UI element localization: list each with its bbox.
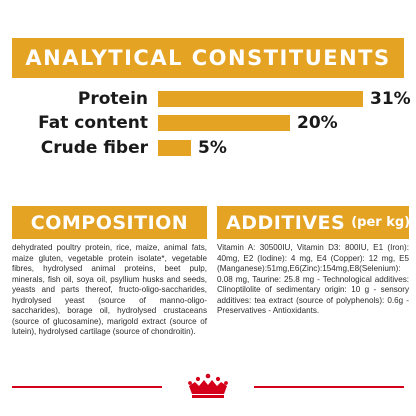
additives-text: Vitamin A: 30500IU, Vitamin D3: 800IU, E… — [217, 243, 409, 315]
constituent-label: Fat content — [38, 113, 148, 133]
analytical-constituents-title: ANALYTICAL CONSTITUENTS — [25, 46, 391, 70]
composition-title: COMPOSITION — [30, 211, 189, 234]
additives-unit: (per kg) — [351, 215, 411, 230]
constituent-bar — [158, 91, 363, 107]
constituent-value: 5% — [198, 138, 227, 158]
footer-divider-left — [12, 386, 162, 388]
constituent-label: Protein — [77, 89, 148, 109]
royal-canin-crown-icon — [183, 372, 233, 400]
constituent-row-crude-fiber: Crude fiber 5% — [0, 135, 416, 161]
constituent-label: Crude fiber — [40, 138, 148, 158]
constituent-bar — [158, 140, 191, 156]
constituent-row-fat-content: Fat content 20% — [0, 110, 416, 136]
constituent-bar — [158, 115, 290, 131]
constituent-row-protein: Protein 31% — [0, 86, 416, 112]
footer-divider-right — [254, 386, 404, 388]
additives-banner: ADDITIVES (per kg) — [217, 206, 411, 239]
constituent-value: 31% — [370, 89, 411, 109]
constituent-value: 20% — [297, 113, 338, 133]
additives-title: ADDITIVES — [226, 211, 346, 234]
analytical-constituents-banner: ANALYTICAL CONSTITUENTS — [12, 38, 404, 78]
composition-text: dehydrated poultry protein, rice, maize,… — [12, 243, 207, 336]
composition-banner: COMPOSITION — [12, 206, 207, 239]
